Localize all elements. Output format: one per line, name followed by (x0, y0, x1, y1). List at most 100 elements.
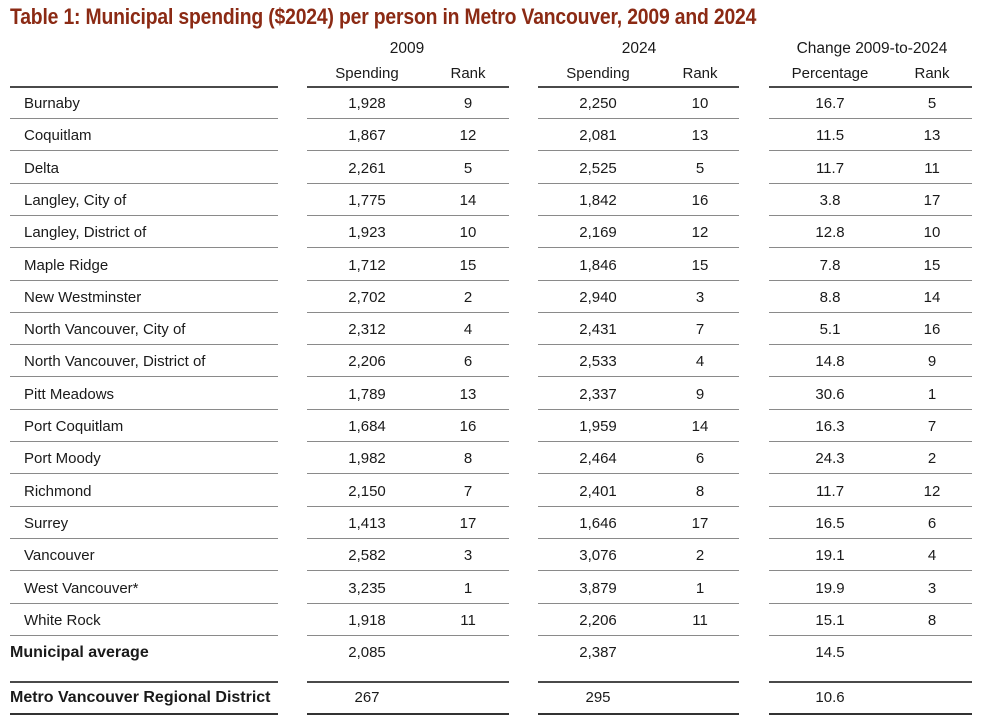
table-cell: 2,206 (348, 353, 386, 371)
table-cell: 16.5 (815, 514, 845, 532)
table-cell: 6 (695, 450, 705, 468)
table-cell: 7 (927, 418, 937, 435)
table-cell: 4 (695, 353, 705, 371)
table-rule (769, 150, 972, 152)
table-cell: 3 (463, 547, 473, 565)
table-cell: 16.7 (815, 95, 845, 112)
table-rule (10, 279, 278, 281)
table-rule (538, 634, 739, 636)
table-cell: 1,789 (348, 385, 386, 403)
table-rule (769, 473, 972, 475)
table-rule (10, 634, 278, 636)
table-cell: 1 (463, 579, 473, 597)
table-cell: 10 (459, 224, 477, 242)
table-rule (769, 441, 972, 442)
table-cell: 8 (463, 450, 473, 468)
table-cell: 13 (459, 385, 477, 403)
table-cell: 5 (695, 159, 705, 177)
table-cell: 10 (923, 224, 941, 242)
row-label: Pitt Meadows (24, 385, 115, 403)
table-rule (769, 505, 972, 507)
table-rule (307, 634, 509, 636)
column-group-header: Change 2009-to-2024 (796, 40, 948, 57)
table-cell: 4 (463, 321, 473, 339)
table-rule (538, 473, 739, 475)
row-label: Port Moody (24, 450, 101, 468)
table-cell: 15.1 (815, 611, 845, 629)
table-rule (10, 344, 278, 346)
table-cell: 4 (927, 547, 937, 565)
table-cell: 11 (692, 611, 708, 629)
table-cell: 2,150 (348, 482, 386, 500)
table-cell: 16 (691, 191, 709, 209)
table-cell: 17 (923, 191, 941, 209)
table-rule (769, 279, 972, 281)
average-row-label: Municipal average (10, 644, 149, 662)
table-cell: 12 (691, 224, 709, 242)
table-cell: 16 (459, 418, 477, 435)
table-cell: 12 (459, 127, 477, 145)
table-cell: 11 (460, 611, 476, 629)
table-cell: 2,250 (579, 95, 617, 112)
table-rule (538, 86, 739, 88)
row-label: Burnaby (24, 95, 80, 112)
table-rule (10, 118, 278, 119)
table-cell: 2,464 (579, 450, 617, 468)
table-rule (10, 182, 278, 184)
table-rule (769, 537, 972, 539)
table-cell: 2,582 (348, 547, 386, 565)
table-cell: 1 (927, 385, 937, 403)
table-cell: 9 (463, 95, 473, 112)
column-header: Rank (450, 65, 486, 82)
table-cell: 14.8 (815, 353, 845, 371)
table-cell: 5 (927, 95, 937, 112)
table-cell: 10.6 (815, 689, 845, 706)
table-cell: 11.7 (815, 482, 845, 500)
table-rule (769, 311, 972, 313)
table-cell: 1,775 (348, 191, 386, 209)
row-label: Maple Ridge (24, 256, 109, 274)
table-cell: 1,982 (348, 450, 386, 468)
table-rule (538, 537, 739, 539)
table-rule (538, 182, 739, 184)
row-label: Langley, City of (24, 191, 127, 209)
table-rule (307, 150, 509, 152)
table-cell: 16.3 (815, 418, 845, 435)
table-cell: 267 (354, 689, 380, 706)
row-label: Coquitlam (24, 127, 92, 145)
table-rule (307, 570, 509, 572)
table-rule (769, 182, 972, 184)
table-cell: 3 (927, 579, 937, 597)
table-cell: 8 (695, 482, 705, 500)
row-label: Vancouver (24, 547, 95, 565)
table-cell: 6 (463, 353, 473, 371)
table-rule (538, 505, 739, 507)
table-cell: 2,387 (579, 644, 617, 662)
table-cell: 8 (927, 611, 937, 629)
table-cell: 1,842 (579, 191, 617, 209)
table-rule (307, 86, 509, 88)
table-rule (769, 118, 972, 119)
table-cell: 11 (924, 159, 940, 177)
table-rule (538, 214, 739, 216)
table-cell: 2,312 (348, 321, 386, 339)
table-cell: 17 (459, 514, 477, 532)
table-cell: 1,918 (348, 611, 386, 629)
table-cell: 17 (691, 514, 709, 532)
table-cell: 1 (695, 579, 705, 597)
table-rule (10, 311, 278, 313)
table-rule (538, 118, 739, 119)
table-cell: 1,846 (579, 256, 617, 274)
table-rule (769, 86, 972, 88)
table-rule (307, 214, 509, 216)
table-cell: 30.6 (815, 385, 845, 403)
table-cell: 7 (695, 321, 705, 339)
table-rule (538, 602, 739, 604)
table-cell: 2,702 (348, 288, 386, 306)
table-cell: 9 (695, 385, 705, 403)
table-rule (769, 376, 972, 378)
table-cell: 11.5 (815, 127, 845, 145)
table-cell: 15 (691, 256, 709, 274)
table-cell: 2,337 (579, 385, 617, 403)
row-label: North Vancouver, City of (24, 321, 186, 339)
